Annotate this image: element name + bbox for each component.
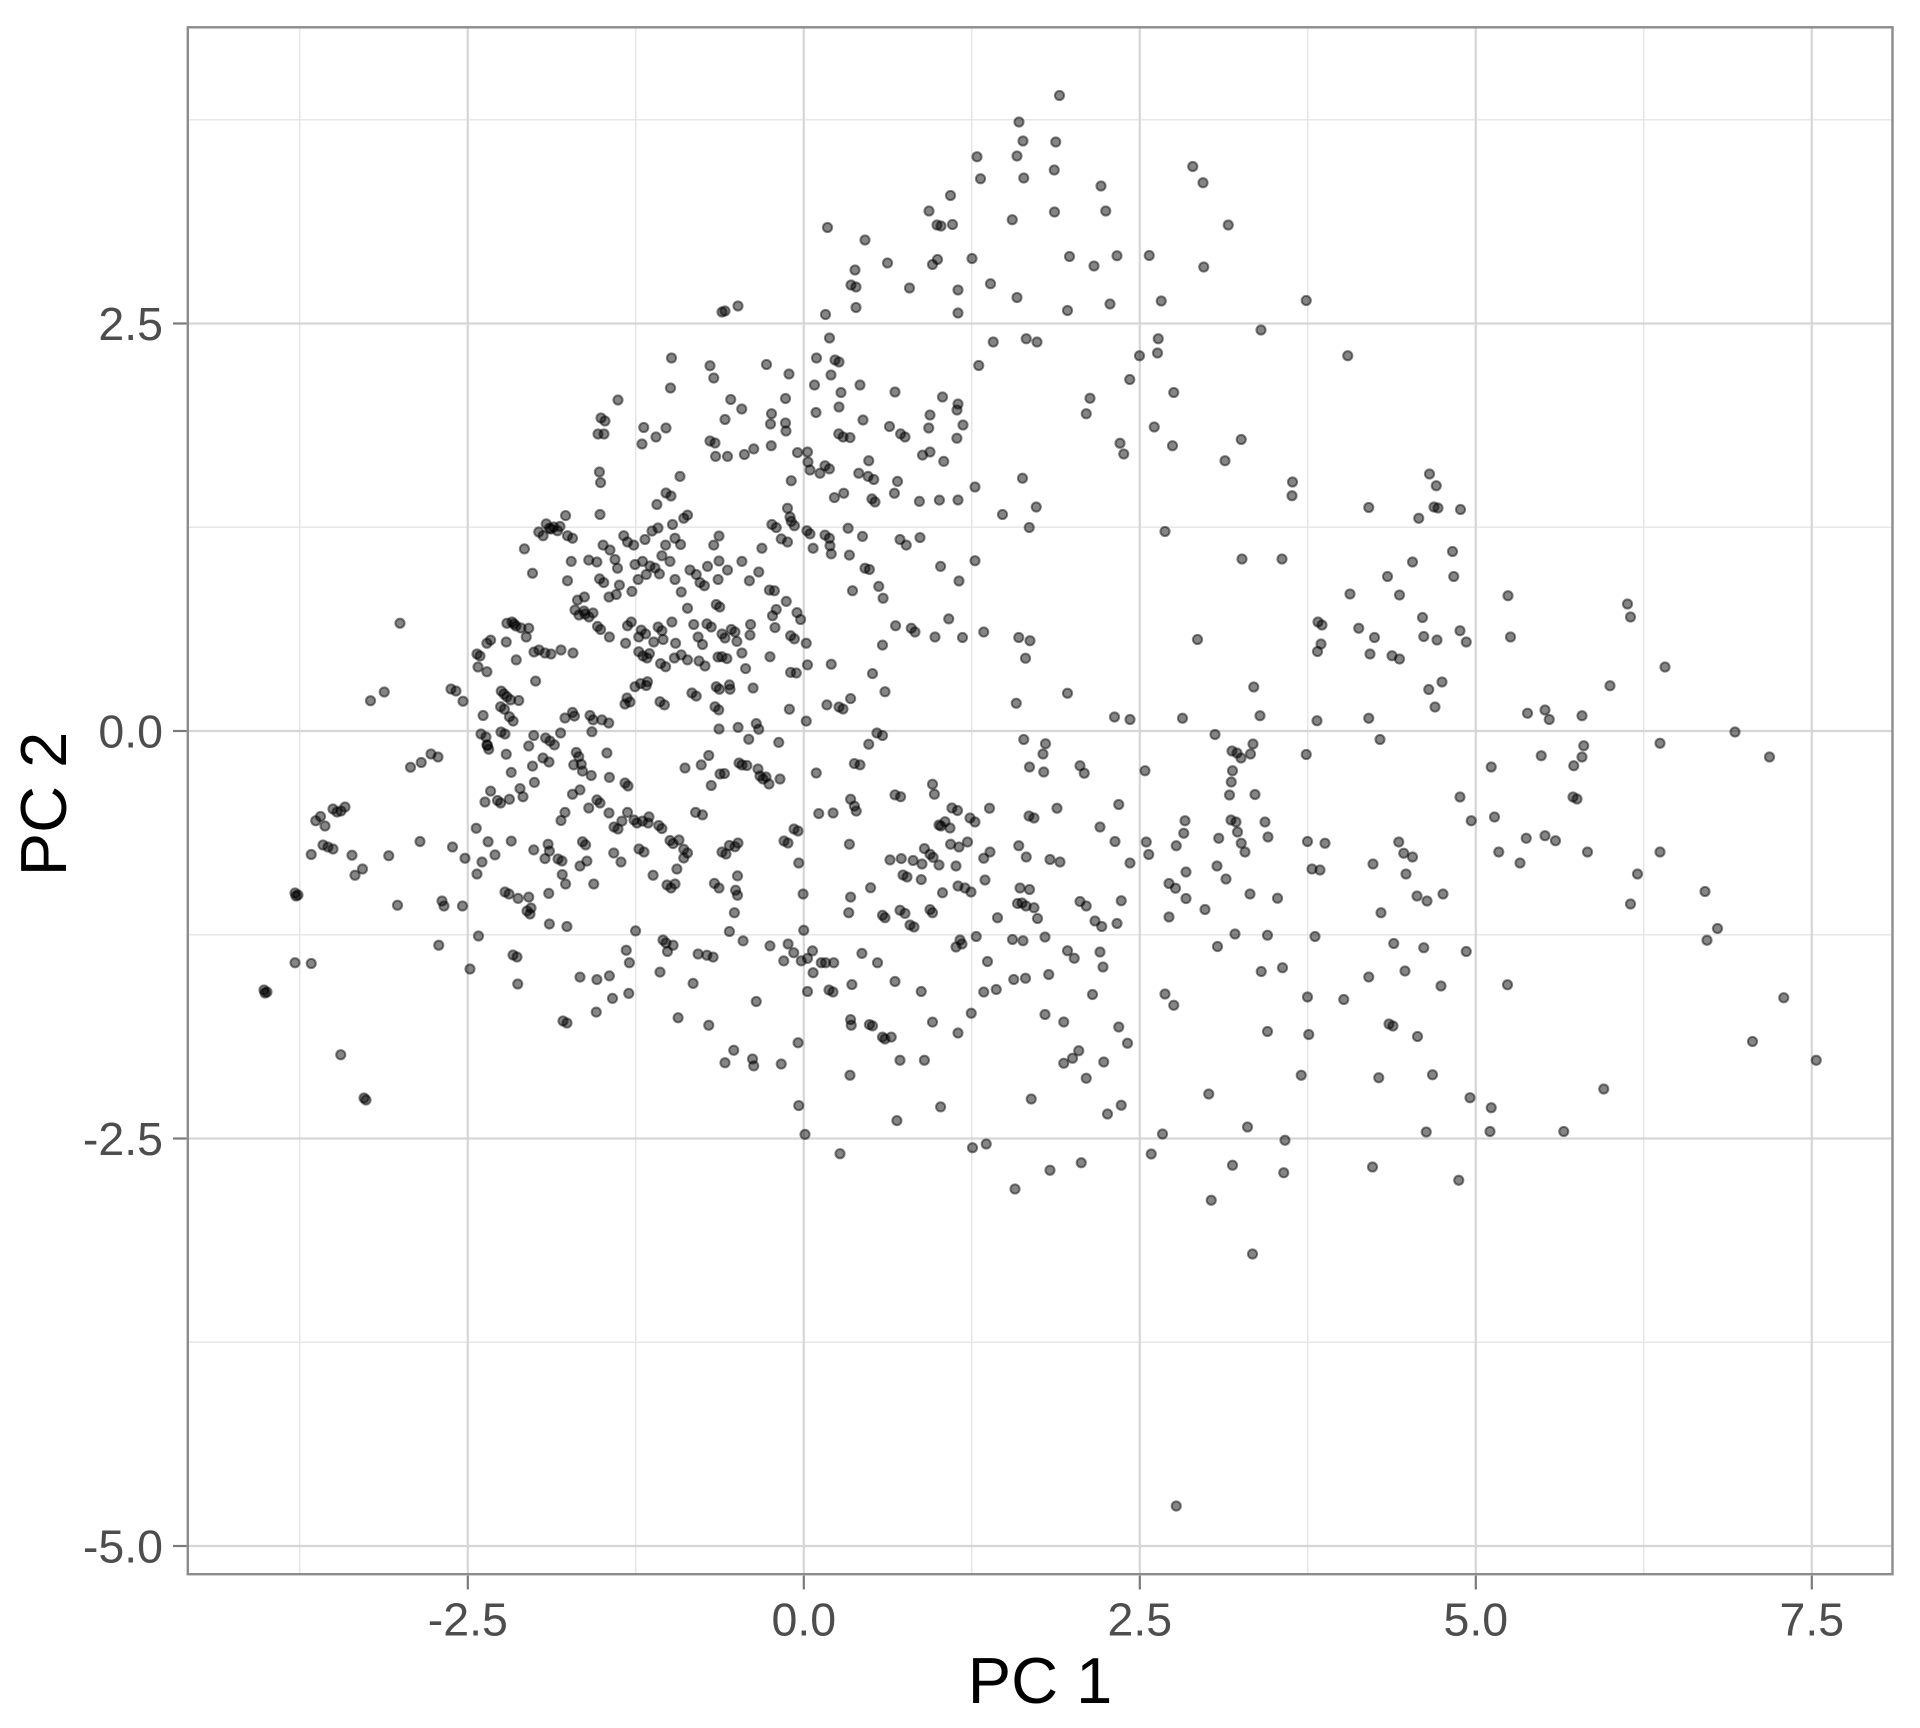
svg-text:-2.5: -2.5 <box>428 1594 508 1646</box>
svg-text:5.0: 5.0 <box>1443 1594 1508 1646</box>
svg-text:0.0: 0.0 <box>771 1594 836 1646</box>
svg-text:2.5: 2.5 <box>98 298 163 350</box>
svg-text:0.0: 0.0 <box>98 706 163 758</box>
svg-text:PC 2: PC 2 <box>7 732 80 877</box>
svg-text:PC 1: PC 1 <box>968 1644 1113 1717</box>
svg-text:2.5: 2.5 <box>1107 1594 1172 1646</box>
svg-text:7.5: 7.5 <box>1779 1594 1844 1646</box>
svg-text:-5.0: -5.0 <box>83 1521 163 1573</box>
svg-text:-2.5: -2.5 <box>83 1113 163 1165</box>
